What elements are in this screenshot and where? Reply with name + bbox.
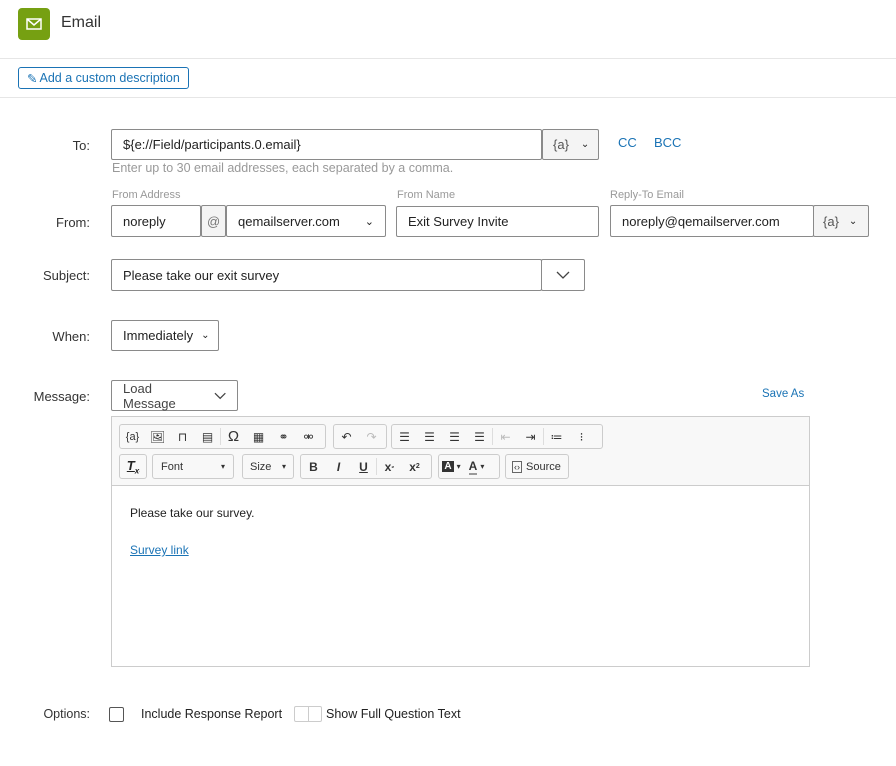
include-report-label: Include Response Report (141, 707, 283, 721)
bcc-link[interactable]: BCC (654, 135, 682, 150)
italic-button[interactable]: I (336, 459, 341, 474)
from-address-label: From Address (112, 189, 181, 201)
source-icon: ‹› (512, 460, 522, 473)
unlink-icon[interactable]: ⚮ (303, 429, 314, 444)
indent-icon[interactable]: ⇥ (525, 429, 536, 444)
when-select[interactable]: Immediately ⌄ (111, 320, 219, 351)
from-domain-select[interactable]: qemailserver.com ⌄ (226, 205, 386, 237)
chevron-down-icon: ⌄ (201, 330, 210, 341)
font-select[interactable]: Font ▾ (152, 454, 234, 479)
chevron-down-icon (556, 271, 570, 279)
reply-to-label: Reply-To Email (610, 189, 684, 201)
remove-format-icon: Tx (126, 457, 140, 476)
message-body-text: Please take our survey. (130, 506, 255, 520)
survey-link[interactable]: Survey link (130, 543, 189, 557)
reply-to-piped-text-button[interactable]: {a} ⌄ (813, 205, 869, 237)
chevron-down-icon: ⌄ (580, 139, 590, 150)
size-select[interactable]: Size ▾ (242, 454, 294, 479)
underline-button[interactable]: U (359, 459, 368, 474)
separator (220, 428, 221, 445)
show-full-toggle[interactable] (294, 706, 322, 722)
bold-button[interactable]: B (309, 459, 318, 474)
edit-icon: ✎ (27, 71, 38, 86)
caret-down-icon: ▾ (220, 462, 225, 471)
chevron-down-icon: ⌄ (848, 215, 858, 227)
toolbar-group-history: ↶ ↷ (333, 424, 387, 449)
subject-input[interactable]: Please take our exit survey (111, 259, 542, 291)
from-name-input[interactable]: Exit Survey Invite (396, 206, 599, 237)
load-message-button[interactable]: Load Message (111, 380, 238, 411)
cc-link[interactable]: CC (618, 135, 637, 150)
include-report-checkbox[interactable] (109, 707, 124, 722)
remove-format-button[interactable]: Tx (119, 454, 147, 479)
at-sign: @ (201, 205, 226, 237)
chevron-down-icon: ⌄ (364, 215, 374, 228)
align-right-icon[interactable]: ☰ (449, 429, 460, 444)
redo-icon[interactable]: ↷ (366, 429, 377, 444)
text-color-icon[interactable]: A ▾ (468, 458, 485, 475)
bullet-list-icon[interactable]: ⁝ (579, 429, 584, 444)
when-label: When: (52, 329, 90, 344)
reply-to-input[interactable]: noreply@qemailserver.com (610, 205, 814, 237)
separator (376, 458, 377, 475)
from-name-label: From Name (397, 189, 456, 201)
to-hint: Enter up to 30 email addresses, each sep… (112, 161, 454, 175)
message-label: Message: (33, 389, 90, 404)
options-label: Options: (43, 707, 90, 721)
toolbar-group-align: ☰ ☰ ☰ ☰ ⇤ ⇥ ≔ ⁝ (391, 424, 603, 449)
link-icon[interactable]: ⚭ (278, 429, 289, 444)
table-icon[interactable]: ▦ (252, 429, 265, 444)
separator (492, 428, 493, 445)
background-color-icon[interactable]: A ▾ (442, 461, 461, 472)
show-full-label: Show Full Question Text (326, 707, 461, 721)
numbered-list-icon[interactable]: ≔ (550, 429, 563, 444)
to-piped-text-button[interactable]: {a} ⌄ (542, 129, 599, 160)
page-title: Email (61, 14, 102, 31)
to-input[interactable]: ${e://Field/participants.0.email} (111, 129, 542, 160)
outdent-icon[interactable]: ⇤ (500, 429, 511, 444)
email-icon-tile (18, 8, 50, 40)
subject-label: Subject: (43, 268, 90, 283)
media-icon[interactable]: ▤ (201, 429, 214, 444)
envelope-icon (26, 18, 42, 30)
from-local-input[interactable]: noreply (111, 205, 201, 237)
image-icon[interactable]: 🖼 (149, 429, 166, 444)
divider (0, 58, 896, 59)
save-as-link[interactable]: Save As (762, 388, 805, 400)
source-button[interactable]: ‹› Source (505, 454, 569, 479)
separator (543, 428, 544, 445)
add-description-button[interactable]: ✎ Add a custom description (18, 67, 189, 89)
piped-text-icon[interactable]: {a} (125, 430, 140, 443)
toolbar-group-colors: A ▾ A ▾ (438, 454, 500, 479)
chevron-down-icon (214, 392, 226, 399)
subject-dropdown-button[interactable] (541, 259, 585, 291)
align-center-icon[interactable]: ☰ (424, 429, 435, 444)
page-break-icon[interactable]: ⊓ (177, 429, 188, 444)
toolbar-group-insert: {a} 🖼 ⊓ ▤ Ω ▦ ⚭ ⚮ (119, 424, 326, 449)
special-character-icon[interactable]: Ω (227, 428, 240, 445)
caret-down-icon: ▾ (281, 462, 286, 471)
to-label: To: (72, 138, 90, 153)
justify-icon[interactable]: ☰ (474, 429, 485, 444)
from-label: From: (56, 215, 90, 230)
divider (0, 97, 896, 98)
align-left-icon[interactable]: ☰ (399, 429, 410, 444)
editor-body[interactable] (112, 487, 809, 666)
undo-icon[interactable]: ↶ (341, 429, 352, 444)
